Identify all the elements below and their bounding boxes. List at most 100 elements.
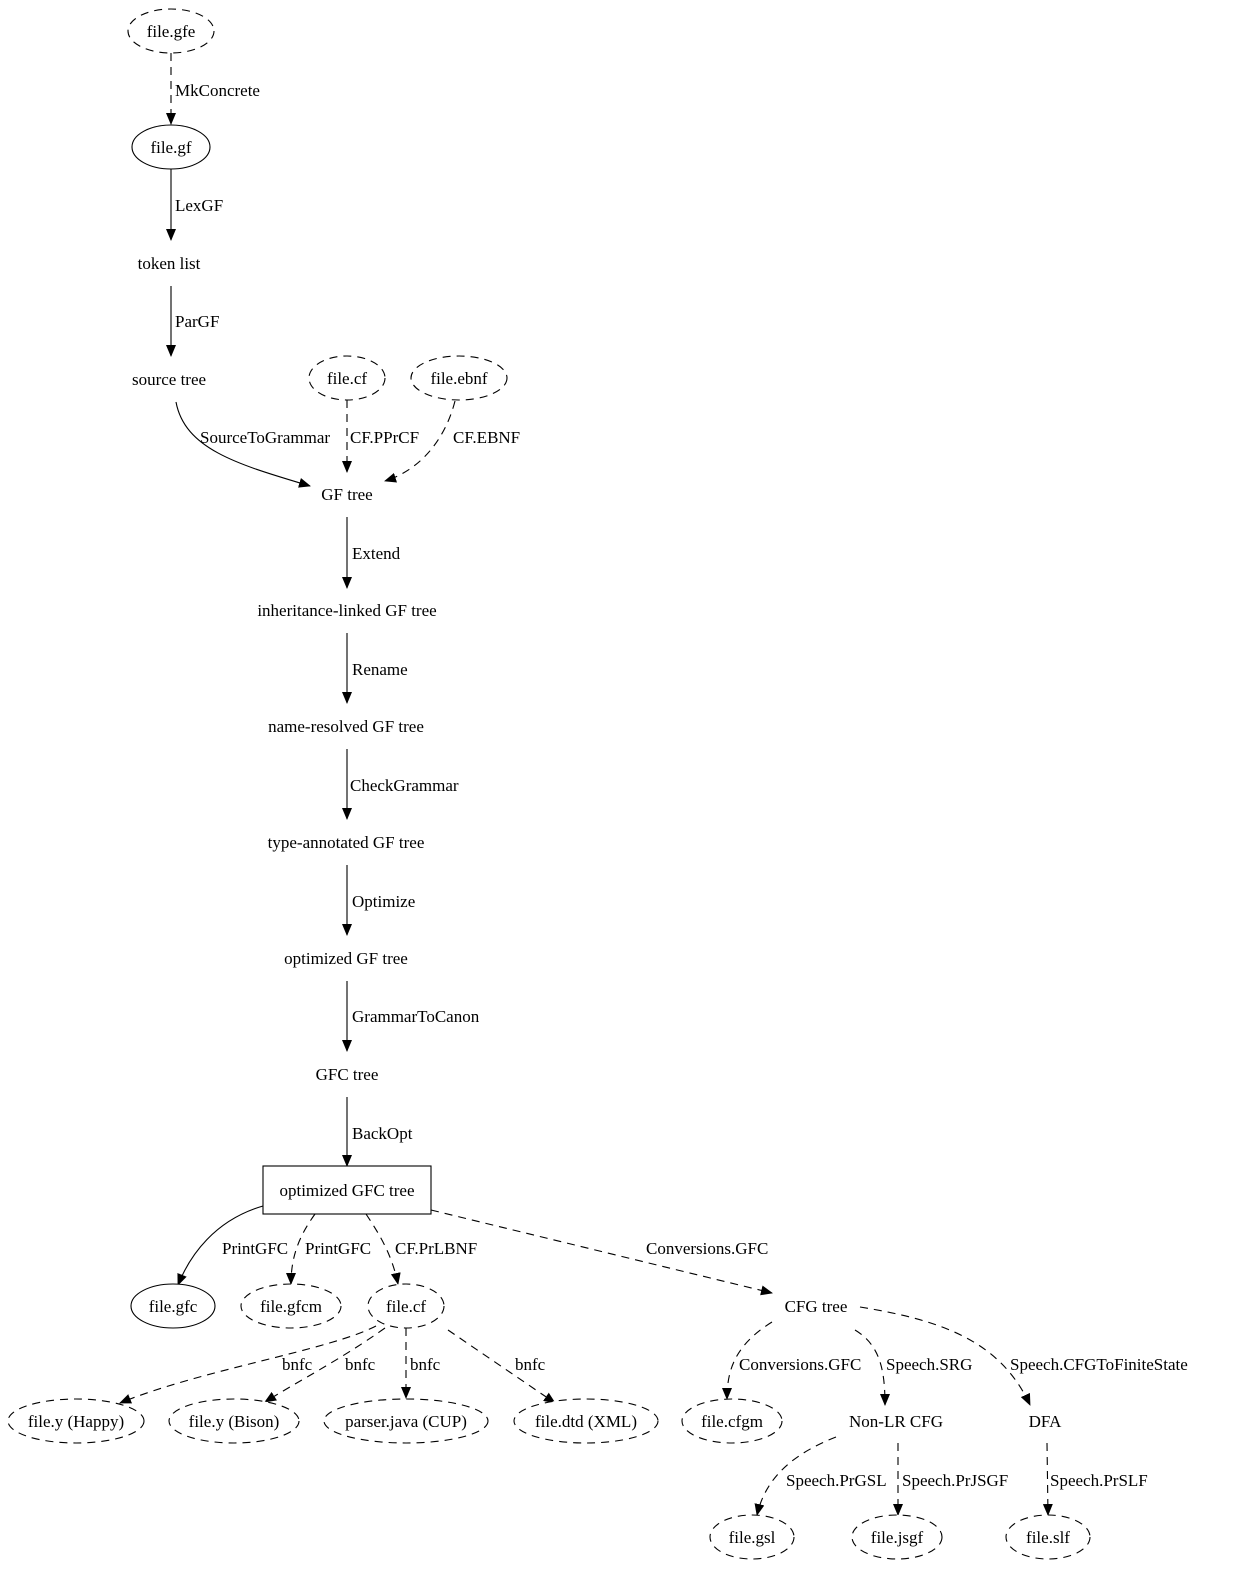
node-bison: file.y (Bison) [168, 1398, 300, 1444]
node-ellipse [1005, 1514, 1091, 1560]
node-optgf: optimized GF tree [284, 949, 408, 968]
node-source: source tree [132, 370, 206, 389]
edge-inherit-named: Rename [342, 633, 408, 704]
node-label: inheritance-linked GF tree [257, 601, 436, 620]
edge-named-typed: CheckGrammar [342, 749, 459, 820]
node-ellipse [323, 1398, 489, 1444]
node-ebnf: file.ebnf [410, 355, 508, 401]
edge-label: Speech.CFGToFiniteState [1010, 1355, 1188, 1374]
node-label: file.gsl [729, 1528, 776, 1547]
node-ellipse [410, 355, 508, 401]
node-label: file.gf [150, 138, 191, 157]
edge-cfg-cfgm: Conversions.GFC [722, 1321, 861, 1400]
edge-label: GrammarToCanon [352, 1007, 480, 1026]
node-label: GFC tree [316, 1065, 379, 1084]
node-label: name-resolved GF tree [268, 717, 424, 736]
node-label: file.dtd (XML) [535, 1412, 637, 1431]
edge-cfg-nonlr: Speech.SRG [854, 1329, 972, 1406]
node-label: file.gfc [149, 1297, 198, 1316]
node-ellipse [681, 1398, 783, 1444]
node-ellipse [7, 1398, 145, 1444]
edge-line [365, 1213, 401, 1285]
edge-optgfc-cfg: Conversions.GFC [430, 1209, 773, 1296]
edge-cf_out-dtd: bnfc [447, 1329, 556, 1404]
edge-line [177, 1205, 264, 1286]
edge-line [447, 1329, 556, 1404]
edge-gfc-optgfc: BackOpt [342, 1097, 413, 1167]
node-ellipse [513, 1398, 659, 1444]
edge-ebnf-gftree: CF.EBNF [384, 400, 520, 483]
edge-line [119, 1325, 377, 1404]
edge-label: ParGF [175, 312, 219, 331]
node-label: type-annotated GF tree [268, 833, 425, 852]
edge-line [859, 1306, 1031, 1406]
edge-line [854, 1329, 890, 1406]
node-label: file.gfcm [260, 1297, 322, 1316]
edge-cf_out-bison: bnfc [264, 1327, 386, 1403]
edge-label: Conversions.GFC [739, 1355, 861, 1374]
edge-label: Rename [352, 660, 408, 679]
node-ellipse [367, 1283, 445, 1329]
node-jsgf: file.jsgf [851, 1514, 943, 1560]
edge-cf_out-happy: bnfc [119, 1325, 377, 1404]
edge-cf_out-cup: bnfc [401, 1328, 441, 1399]
node-cf_in: file.cf [308, 355, 386, 401]
node-cfgm: file.cfgm [681, 1398, 783, 1444]
edge-label: Speech.PrGSL [786, 1471, 887, 1490]
node-label: file.gfe [147, 22, 196, 41]
edge-label: bnfc [282, 1355, 313, 1374]
node-inherit: inheritance-linked GF tree [257, 601, 436, 620]
edge-line [384, 400, 456, 483]
edge-cf_in-gftree: CF.PPrCF [342, 400, 419, 473]
edge-label: LexGF [175, 196, 223, 215]
edge-nonlr-jsgf: Speech.PrJSGF [893, 1443, 1008, 1516]
node-slf: file.slf [1005, 1514, 1091, 1560]
edge-label: bnfc [410, 1355, 441, 1374]
edge-label: Speech.SRG [886, 1355, 972, 1374]
edge-label: bnfc [345, 1355, 376, 1374]
edge-label: MkConcrete [175, 81, 260, 100]
edge-line [430, 1209, 773, 1296]
node-dfa: DFA [1029, 1412, 1062, 1431]
node-cup: parser.java (CUP) [323, 1398, 489, 1444]
node-cf_out: file.cf [367, 1283, 445, 1329]
edge-line [722, 1321, 773, 1400]
edge-optgfc-filegfc: PrintGFC [177, 1205, 288, 1286]
node-label: optimized GFC tree [279, 1181, 414, 1200]
node-ellipse [851, 1514, 943, 1560]
node-label: file.slf [1026, 1528, 1070, 1547]
node-happy: file.y (Happy) [7, 1398, 145, 1444]
node-label: source tree [132, 370, 206, 389]
node-ellipse [709, 1514, 795, 1560]
edge-typed-optgf: Optimize [342, 865, 415, 936]
node-nonlr: Non-LR CFG [849, 1412, 943, 1431]
edge-label: Speech.PrJSGF [902, 1471, 1008, 1490]
edge-label: Extend [352, 544, 401, 563]
edge-gfe-gf: MkConcrete [166, 53, 260, 125]
node-label: token list [138, 254, 201, 273]
node-gf: file.gf [131, 124, 211, 170]
node-label: file.y (Bison) [189, 1412, 280, 1431]
node-label: parser.java (CUP) [345, 1412, 467, 1431]
edge-label: Speech.PrSLF [1050, 1471, 1148, 1490]
node-label: DFA [1029, 1412, 1062, 1431]
edge-label: CF.PPrCF [350, 428, 419, 447]
node-ellipse [240, 1283, 342, 1329]
edge-line [754, 1436, 837, 1516]
node-tokens: token list [138, 254, 201, 273]
node-ellipse [130, 1283, 216, 1329]
edge-label: bnfc [515, 1355, 546, 1374]
edge-optgf-gfc: GrammarToCanon [342, 981, 480, 1052]
edge-tokens-source: ParGF [166, 286, 219, 357]
node-gfe: file.gfe [127, 8, 215, 54]
edge-source-gftree: SourceToGrammar [175, 401, 330, 488]
edge-label: Optimize [352, 892, 415, 911]
node-filegfc: file.gfc [130, 1283, 216, 1329]
node-ellipse [127, 8, 215, 54]
node-ellipse [168, 1398, 300, 1444]
edge-optgfc-cf_out: CF.PrLBNF [365, 1213, 477, 1285]
node-label: file.cf [386, 1297, 426, 1316]
node-cfg: CFG tree [785, 1297, 848, 1316]
edge-label: PrintGFC [222, 1239, 288, 1258]
